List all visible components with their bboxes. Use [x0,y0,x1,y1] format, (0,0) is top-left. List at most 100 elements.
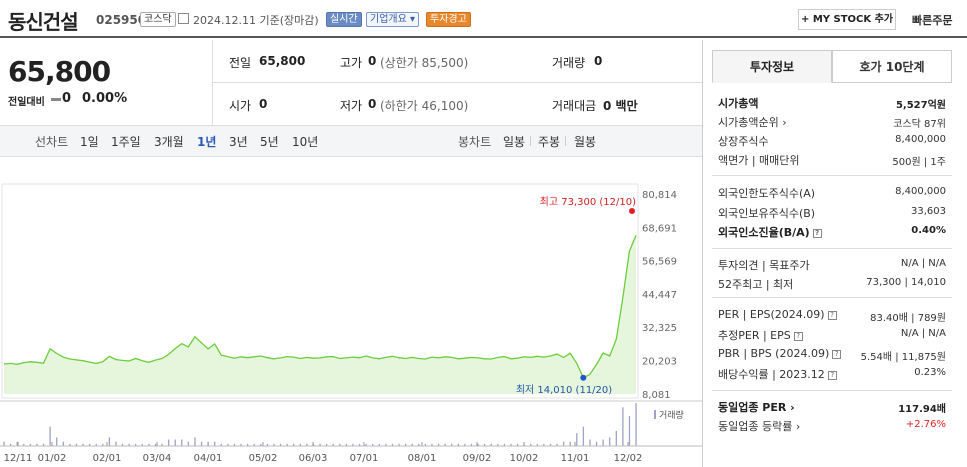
volume-bar [62,441,64,446]
open-value: 0 [259,97,268,111]
info-row-label: 외국인한도주식수(A) [718,187,816,200]
period-3m[interactable]: 3개월 [154,135,184,149]
volume-bar [181,439,183,446]
open-label: 시가 [229,99,252,113]
info-row-value: +2.76% [905,419,946,430]
company-info-button[interactable]: 기업개요 ▾ [366,12,419,27]
volume-bar [602,439,604,446]
volume-bar [306,443,308,446]
volume-bar [556,443,558,446]
live-tag[interactable]: 실시간 [326,12,362,27]
info-row-value: 73,300 | 14,010 [866,277,946,288]
volume-bar [345,443,348,446]
volume-bar [609,437,611,446]
volume-bar [332,443,334,446]
volume-bar [108,437,111,446]
info-divider [712,390,952,391]
stats-divider [213,82,702,83]
volume-bar [628,415,631,446]
volume-bar [569,441,571,446]
volume-bar [576,433,578,446]
volume-bar [372,443,374,446]
stock-header [0,0,967,38]
volume-bar [444,443,446,446]
volume-bar [516,443,519,446]
volume-bar [411,443,413,446]
volume-bar [16,441,18,446]
info-row-label: PER | EPS(2024.09)? [718,308,837,321]
info-divider [712,297,952,298]
price-box [0,40,213,125]
volume-bar [121,443,124,446]
change-label: 전일대비 [8,97,45,108]
tab-hoga-10[interactable]: 호가 10단계 [832,50,952,83]
help-icon[interactable]: ? [827,370,837,380]
volume-bar [260,443,262,446]
period-1y[interactable]: 1년 [197,135,217,149]
volume-bar [154,443,157,446]
x-tick-label: 12/02 [614,453,643,464]
period-bar [0,125,702,157]
price-chart[interactable]: 80,814 68,691 56,569 44,447 32,325 20,203 8,08… [0,178,702,467]
volume-bar [530,443,532,446]
volume-legend-icon [654,410,656,419]
low-value: 0 [368,97,377,111]
volume-bar [266,443,269,446]
volume-bar [167,439,170,446]
volume-bar [293,443,295,446]
volume-bar [128,443,130,446]
info-row-value: 5,527억원 [895,100,946,111]
volume-bar [549,443,552,446]
volume-bar [174,439,176,446]
info-divider [712,248,952,249]
period-3y[interactable]: 3년 [229,135,248,149]
x-tick-label: 11/01 [561,453,590,464]
x-tick-label: 08/01 [408,453,437,464]
volume-bar [391,443,394,446]
volume-bar [115,441,117,446]
volume-bar [595,441,598,446]
x-tick-label: 07/01 [350,453,379,464]
candle-weekly[interactable]: 주봉 [538,135,561,149]
volume-bar [589,439,591,446]
help-icon[interactable]: ? [832,349,842,359]
help-icon[interactable]: ? [812,228,822,238]
volume-bar [253,443,255,446]
amount-label: 거래대금 [552,99,597,113]
prev-close-label: 전일 [229,56,252,70]
volume-bar [194,437,196,446]
info-row-value: 코스닥 87위 [893,119,946,130]
volume-bar [233,443,236,446]
period-1w[interactable]: 1주일 [111,135,141,149]
volume-bar [365,443,367,446]
period-10y[interactable]: 10년 [292,135,319,149]
candle-monthly[interactable]: 월봉 [574,135,597,149]
volume-bar [135,443,137,446]
volume-bar [42,443,45,446]
help-icon[interactable]: ? [793,331,803,341]
volume-value: 0 [594,54,603,68]
volume-bar [227,443,229,446]
line-chart-label: 선차트 [35,135,69,149]
my-stock-add-button[interactable]: + MY STOCK 추가 [798,9,896,30]
help-icon[interactable]: ? [827,310,837,320]
flat-change-icon [51,98,61,101]
info-row-label: 외국인소진율(B/A)? [718,224,822,240]
low-point-dot [580,374,587,381]
period-1d[interactable]: 1일 [80,135,99,149]
volume-bar [398,443,400,446]
period-5y[interactable]: 5년 [260,135,279,149]
calendar-icon [178,13,189,24]
volume-bar [483,443,486,446]
info-row-value: 8,400,000 [895,186,946,197]
volume-bar [477,443,479,446]
candle-daily[interactable]: 일봉 [503,135,526,149]
info-row-label: 배당수익률 | 2023.12? [718,366,837,382]
volume-bar [9,443,12,446]
volume-bar [82,443,84,446]
tab-invest-info[interactable]: 투자정보 [712,50,832,83]
market-tag: 코스닥 [140,12,176,27]
quick-order-button[interactable]: 빠른주문 [912,14,953,27]
volume-bar [404,443,407,446]
price-line [3,235,637,379]
